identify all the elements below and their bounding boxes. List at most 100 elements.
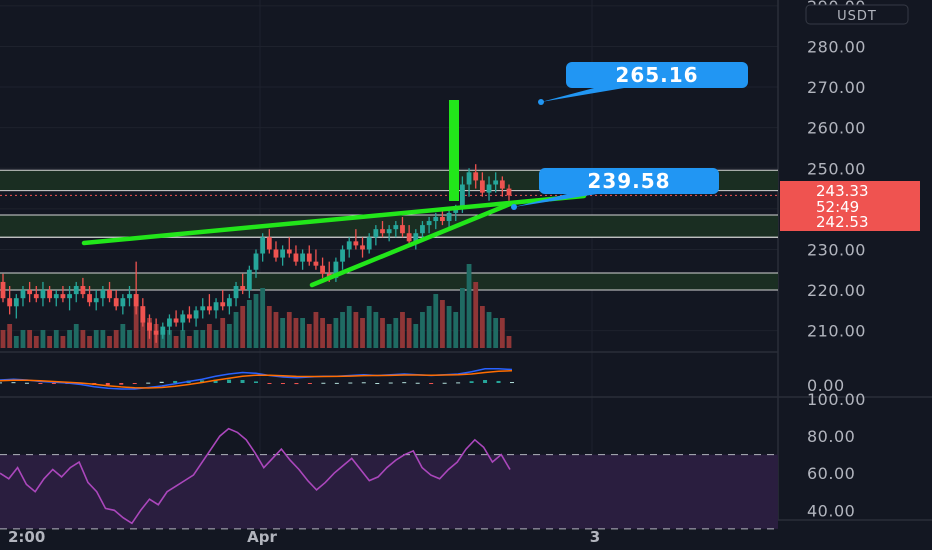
volume-bar (453, 312, 459, 348)
macd-histogram-bar (321, 382, 326, 384)
tag-price-label: 242.53 (816, 213, 869, 231)
candle-body (193, 310, 199, 319)
price-axis[interactable]: 290.00280.00270.00260.00250.00240.00230.… (780, 0, 920, 520)
volume-bar (320, 318, 325, 348)
countdown-label: 52:49 (816, 198, 859, 216)
entry-callout[interactable]: 239.58 (511, 168, 719, 210)
price-tick-label: 250.00 (807, 159, 866, 178)
callout-box[interactable] (539, 168, 719, 194)
volume-bar (326, 324, 332, 348)
anchor-dot (538, 99, 544, 105)
macd-histogram-bar (240, 380, 245, 383)
candle-body (466, 172, 472, 185)
volume-bar (346, 306, 352, 348)
currency-box[interactable] (805, 4, 909, 25)
volume-bar (366, 306, 372, 348)
candle-body (313, 261, 319, 266)
macd-histogram-bar (510, 382, 514, 384)
candle-body (240, 286, 246, 291)
macd-zero-label: 0.00 (807, 376, 845, 395)
volume-bar (180, 330, 186, 348)
candle-body (200, 306, 206, 311)
macd-histogram-bar (119, 383, 124, 385)
volume-bar (40, 330, 46, 348)
candle-body (133, 294, 139, 307)
volume-bar (240, 306, 246, 348)
volume-bar (360, 318, 365, 348)
price-tick-label: 270.00 (807, 78, 866, 97)
volume-bar (473, 282, 479, 348)
volume-bar (20, 330, 26, 348)
candle-body (33, 294, 39, 299)
target-callout[interactable]: 265.16 (538, 62, 748, 105)
callout-label: 239.58 (587, 169, 670, 193)
macd-histogram-bar (146, 382, 151, 384)
volume-bar (466, 264, 472, 348)
current-price-tag[interactable] (780, 181, 920, 215)
rsi-line (0, 427, 511, 525)
volume-bar (127, 330, 132, 348)
candle-body (120, 298, 126, 307)
lower-trendline[interactable] (309, 201, 513, 288)
price-tick-label: 230.00 (807, 240, 866, 259)
volume-bar (393, 318, 399, 348)
macd-pane (0, 368, 514, 390)
candle-body (499, 180, 505, 189)
candle-body (220, 302, 226, 307)
macd-histogram-bar (388, 382, 393, 384)
callout-pointer (514, 194, 597, 207)
candle-body (486, 184, 492, 193)
volume-bar (93, 330, 99, 348)
projection-bar[interactable] (449, 100, 459, 201)
volume-bar (413, 324, 419, 348)
volume-bar (506, 336, 512, 348)
candle-body (180, 314, 186, 323)
candle-body (300, 253, 306, 262)
volume-bar (479, 306, 485, 348)
candle-body (493, 180, 499, 185)
volume-bar (499, 318, 505, 348)
macd-histogram-bar (280, 383, 285, 384)
price-tag-2[interactable] (780, 212, 920, 231)
macd-histogram-bar (307, 383, 312, 384)
macd-histogram-bar (361, 382, 366, 384)
macd-histogram-bar (429, 383, 434, 384)
macd-histogram-bar (24, 382, 29, 384)
candle-body (40, 290, 46, 299)
candle-body (340, 249, 345, 262)
candle-body (93, 298, 99, 303)
macd-histogram-bar (375, 383, 380, 384)
volume-bar (226, 324, 232, 348)
candle-body (320, 265, 325, 274)
macd-histogram-bar (348, 382, 353, 384)
candle-body (153, 330, 159, 335)
currency-label: USDT (837, 9, 877, 24)
callout-box[interactable] (566, 62, 748, 88)
volume-bar (53, 330, 59, 348)
candle-body (293, 253, 299, 262)
candle-body (373, 229, 379, 238)
volume-bar (246, 300, 252, 348)
upper-trendline[interactable] (81, 193, 587, 246)
candle-body (346, 241, 352, 250)
volume-bar (167, 330, 172, 348)
macd-histogram-bar (51, 383, 56, 384)
zone-fill (0, 273, 778, 291)
time-axis[interactable]: 2:00 Apr 3 (8, 528, 600, 546)
price-callouts[interactable]: 265.16 239.58 (511, 62, 748, 210)
candle-body (333, 261, 339, 278)
time-tick-label: 3 (590, 528, 600, 546)
volume-bar (380, 318, 385, 348)
candle-body (453, 208, 459, 213)
volume-bar (187, 336, 192, 348)
candle-body (413, 233, 419, 242)
candle-body (20, 290, 26, 299)
volume-bar (160, 330, 166, 348)
trendline-drawings[interactable] (81, 100, 587, 288)
candle-body (306, 253, 312, 262)
volume-bar (353, 312, 359, 348)
rsi-band (0, 454, 778, 529)
candle-body (473, 172, 479, 181)
signal-line (0, 369, 513, 389)
